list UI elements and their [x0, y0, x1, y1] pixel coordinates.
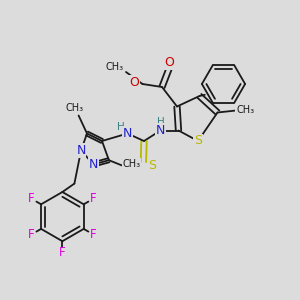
Text: CH₃: CH₃: [65, 103, 83, 113]
Text: F: F: [28, 228, 34, 241]
Text: F: F: [28, 192, 34, 205]
Text: H: H: [157, 117, 164, 127]
Text: CH₃: CH₃: [106, 61, 124, 72]
Text: S: S: [148, 159, 156, 172]
Text: O: O: [165, 56, 174, 70]
Text: F: F: [90, 228, 97, 241]
Text: N: N: [123, 127, 132, 140]
Text: CH₃: CH₃: [236, 105, 254, 116]
Text: N: N: [76, 144, 86, 157]
Text: H: H: [117, 122, 125, 132]
Text: F: F: [59, 246, 66, 259]
Text: O: O: [129, 76, 139, 89]
Text: S: S: [194, 134, 202, 148]
Text: N: N: [89, 158, 98, 171]
Text: CH₃: CH₃: [122, 159, 140, 169]
Text: N: N: [156, 124, 165, 137]
Text: F: F: [90, 192, 97, 205]
